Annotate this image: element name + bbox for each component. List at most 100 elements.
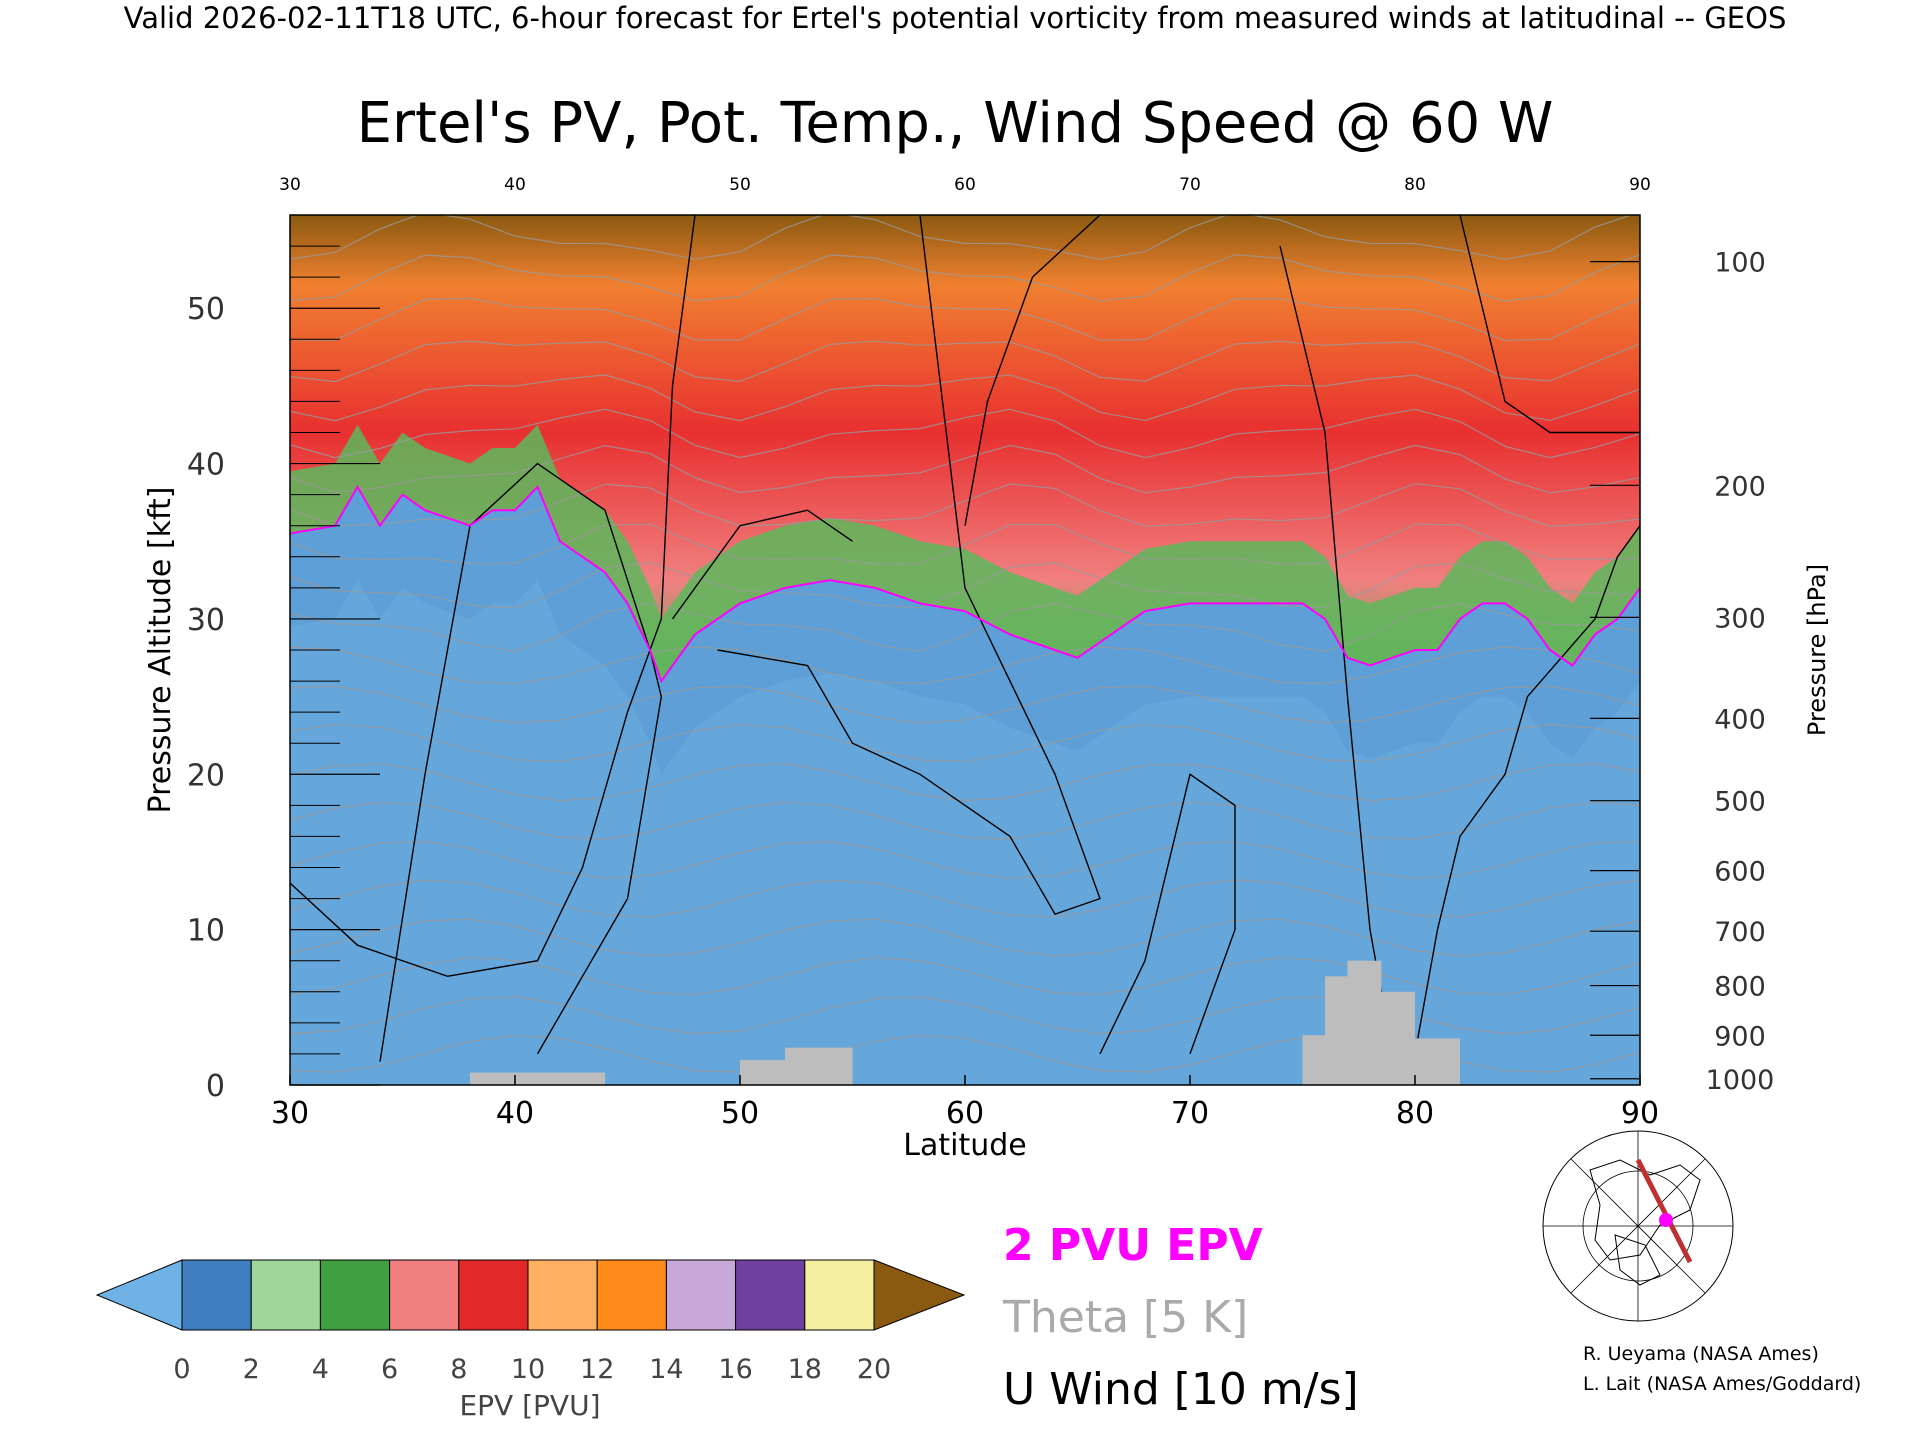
theta-contour xyxy=(290,723,1640,763)
x-top-tick-label: 70 xyxy=(1179,175,1201,195)
map-transect xyxy=(1635,1158,1693,1264)
x-tick-label: 40 xyxy=(496,1096,534,1131)
pressure-tick-label: 200 xyxy=(1714,471,1766,502)
credit-1: R. Ueyama (NASA Ames) xyxy=(1583,1343,1819,1365)
x-tick-label: 70 xyxy=(1171,1096,1209,1131)
map-marker xyxy=(1659,1213,1673,1227)
x-top-tick-label: 50 xyxy=(729,175,751,195)
colorbar-tick-label: 12 xyxy=(580,1354,614,1385)
colorbar-low-arrow xyxy=(95,1259,183,1331)
theta-contour xyxy=(290,254,1640,302)
terrain-block xyxy=(1415,1038,1460,1085)
y-tick-label: 50 xyxy=(187,292,225,327)
colorbar-bin xyxy=(665,1259,737,1331)
theta-contour xyxy=(290,444,1640,494)
x-tick-label: 50 xyxy=(721,1096,759,1131)
plot-overlays xyxy=(290,215,1640,1085)
colorbar-tick-label: 6 xyxy=(381,1354,398,1385)
x-top-tick-label: 80 xyxy=(1404,175,1426,195)
theta-contour xyxy=(290,297,1640,342)
colorbar-tick-label: 20 xyxy=(857,1354,891,1385)
colorbar-bin xyxy=(527,1259,598,1331)
y-tick-label: 20 xyxy=(187,758,225,793)
x-tick-label: 30 xyxy=(271,1096,309,1131)
x-top-tick-label: 40 xyxy=(504,175,526,195)
colorbar-bin xyxy=(250,1259,321,1331)
pressure-tick-label: 600 xyxy=(1714,857,1766,888)
terrain-block xyxy=(785,1047,853,1085)
colorbar-tick-label: 2 xyxy=(243,1354,260,1385)
terrain-block xyxy=(1370,991,1415,1085)
pressure-tick-label: 900 xyxy=(1714,1021,1766,1052)
theta-contour xyxy=(290,646,1640,685)
y-tick-label: 40 xyxy=(187,448,225,483)
colorbar-tick-label: 0 xyxy=(173,1354,190,1385)
legend-theta: Theta [5 K] xyxy=(1002,1292,1248,1343)
theta-contour xyxy=(290,374,1640,422)
colorbar-bin xyxy=(389,1259,460,1331)
tropopause-2pvu-line xyxy=(290,484,1640,684)
u-wind-contour xyxy=(717,215,1101,915)
legend-epv: 2 PVU EPV xyxy=(1003,1220,1263,1271)
theta-contour xyxy=(290,801,1640,840)
u-wind-contour xyxy=(964,215,1101,526)
y2-axis-label: Pressure [hPa] xyxy=(1803,564,1831,736)
credit-2: L. Lait (NASA Ames/Goddard) xyxy=(1583,1373,1861,1395)
pressure-tick-label: 700 xyxy=(1714,917,1766,948)
u-wind-contour xyxy=(290,215,696,978)
colorbar-tick-label: 16 xyxy=(718,1354,752,1385)
colorbar-label: EPV [PVU] xyxy=(459,1389,600,1422)
x-top-tick-label: 90 xyxy=(1629,175,1651,195)
pressure-tick-label: 300 xyxy=(1714,603,1766,634)
legend: 2 PVU EPV Theta [5 K] U Wind [10 m/s] xyxy=(1002,1220,1359,1415)
colorbar-tick-label: 4 xyxy=(312,1354,329,1385)
u-wind-contour xyxy=(671,509,853,620)
pressure-tick-label: 800 xyxy=(1714,972,1766,1003)
theta-contour xyxy=(290,408,1640,459)
pressure-tick-label: 100 xyxy=(1714,248,1766,279)
u-wind-contour xyxy=(1459,215,1640,434)
colorbar-high-arrow xyxy=(873,1259,966,1331)
y-tick-label: 10 xyxy=(187,914,225,949)
theta-contour xyxy=(290,602,1640,653)
colorbar: 0 2 4 6 8 10 12 14 16 18 20 xyxy=(95,1259,966,1385)
lower-stratosphere-band xyxy=(290,424,1640,682)
colorbar-tick-label: 8 xyxy=(450,1354,467,1385)
theta-contour xyxy=(290,215,1634,260)
colorbar-tick-label: 10 xyxy=(511,1354,545,1385)
theta-contour xyxy=(290,957,1640,996)
x-axis-label: Latitude xyxy=(903,1128,1026,1163)
locator-map xyxy=(1538,1130,1738,1322)
legend-uwind: U Wind [10 m/s] xyxy=(1003,1364,1359,1415)
colorbar-bin xyxy=(319,1259,391,1331)
pressure-tick-label: 400 xyxy=(1714,704,1766,735)
theta-contour xyxy=(290,483,1640,527)
colorbar-bin xyxy=(181,1259,252,1331)
pressure-tick-label: 1000 xyxy=(1706,1065,1775,1096)
chart-title: Ertel's PV, Pot. Temp., Wind Speed @ 60 … xyxy=(357,91,1554,156)
theta-contour xyxy=(290,685,1640,724)
y-tick-label: 0 xyxy=(206,1069,225,1104)
u-wind-contour xyxy=(1414,525,1640,1055)
x-tick-label: 60 xyxy=(946,1096,984,1131)
theta-contour xyxy=(290,523,1640,565)
theta-contour xyxy=(290,562,1640,609)
x-top-tick-label: 30 xyxy=(279,175,301,195)
header-text: Valid 2026-02-11T18 UTC, 6-hour forecast… xyxy=(124,1,1787,35)
y-axis-label: Pressure Altitude [kft] xyxy=(143,487,178,814)
y-tick-label: 30 xyxy=(187,603,225,638)
colorbar-bin xyxy=(458,1259,529,1331)
colorbar-tick-label: 18 xyxy=(788,1354,822,1385)
theta-contour xyxy=(290,879,1640,918)
theta-contour xyxy=(290,340,1640,383)
theta-contour xyxy=(290,840,1640,879)
u-wind-contour xyxy=(1099,773,1236,1055)
x-top-tick-label: 60 xyxy=(954,175,976,195)
theta-contour xyxy=(290,918,1640,957)
theta-contour xyxy=(290,763,1640,802)
x-tick-label: 80 xyxy=(1396,1096,1434,1131)
x-tick-label: 90 xyxy=(1621,1096,1659,1131)
colorbar-bin xyxy=(596,1259,667,1331)
